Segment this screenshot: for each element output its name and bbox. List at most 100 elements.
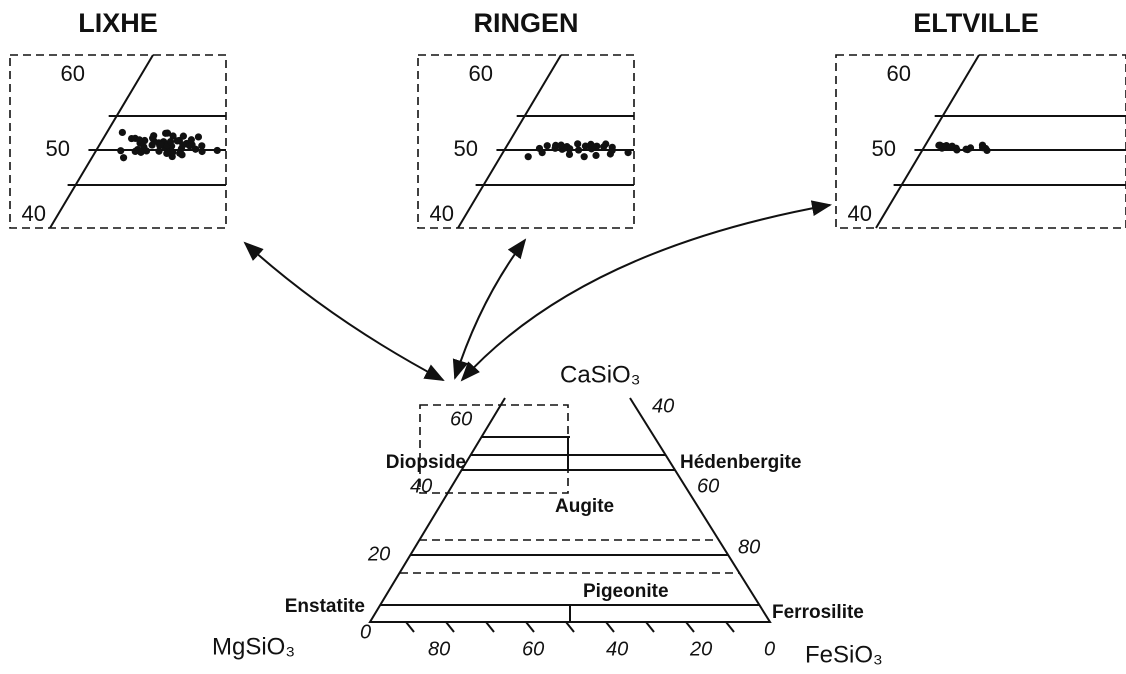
- inset-tick-label: 50: [454, 136, 478, 161]
- point-dot: [946, 143, 955, 151]
- point-dot: [163, 129, 172, 137]
- point-dot: [580, 153, 588, 161]
- inset-box: [417, 54, 635, 229]
- inset-axis: [457, 54, 562, 229]
- inset-tick-label: 60: [61, 61, 85, 86]
- point-dot: [538, 148, 546, 157]
- inset-tick-label: 50: [46, 136, 70, 161]
- tick-label: 60: [697, 475, 719, 497]
- field-label: Enstatite: [285, 596, 365, 617]
- point-dot: [179, 132, 187, 140]
- point-dot: [179, 141, 187, 149]
- arrow: [460, 200, 832, 382]
- corner-label: MgSiO₃: [212, 633, 295, 660]
- point-dot: [524, 153, 532, 161]
- arrow: [243, 241, 445, 381]
- point-dot: [118, 128, 126, 137]
- inset-box: [835, 54, 1126, 229]
- point-dot: [135, 136, 144, 144]
- point-dot: [142, 147, 151, 155]
- tick-mark: [405, 621, 415, 633]
- point-dot: [119, 154, 128, 162]
- inset-tick-label: 60: [469, 61, 493, 86]
- tick-label: 0: [360, 621, 371, 643]
- tick-mark: [645, 621, 655, 633]
- point-dot: [169, 132, 177, 140]
- tick-label: 60: [450, 408, 472, 430]
- inset-title: LIXHE: [78, 8, 158, 38]
- point-dot: [150, 132, 158, 140]
- point-dot: [194, 133, 203, 141]
- field-label: Hédenbergite: [680, 452, 801, 473]
- point-dot: [198, 142, 206, 150]
- tick-label: 0: [764, 638, 775, 660]
- arrow: [452, 238, 527, 380]
- tick-mark: [605, 621, 615, 633]
- field-label: Pigeonite: [583, 581, 669, 602]
- tick-label: 60: [522, 638, 544, 660]
- point-dot: [187, 136, 195, 144]
- point-dot: [964, 146, 972, 154]
- inset-title: RINGEN: [473, 8, 578, 38]
- inset-tick-label: 40: [848, 201, 872, 226]
- point-dot: [551, 144, 559, 152]
- point-dot: [592, 151, 600, 160]
- point-dot: [166, 138, 175, 146]
- point-dot: [566, 145, 574, 153]
- point-dot: [198, 147, 206, 156]
- point-dot: [117, 147, 125, 155]
- point-dot: [137, 148, 145, 156]
- tick-label: 40: [652, 395, 674, 417]
- inset-box: [9, 54, 227, 229]
- point-dot: [608, 146, 616, 155]
- point-dot: [557, 141, 565, 149]
- inset-tick-label: 40: [22, 201, 46, 226]
- tick-mark: [485, 621, 495, 633]
- point-dot: [624, 149, 632, 157]
- inset-axis: [875, 54, 980, 229]
- inset: RINGEN 60 50 40: [417, 8, 635, 229]
- point-dot: [191, 145, 200, 153]
- point-dot: [574, 140, 582, 148]
- inset: LIXHE 60 50 40: [9, 8, 227, 229]
- zoom-box: [419, 404, 569, 494]
- point-dot: [148, 141, 156, 149]
- point-dot: [543, 142, 551, 150]
- field-lines: [380, 436, 759, 622]
- point-dot: [600, 143, 608, 151]
- corner-label: FeSiO₃: [805, 641, 883, 668]
- tick-label: 20: [367, 543, 390, 565]
- field-label: Diopside: [386, 452, 466, 473]
- inset-tick-label: 40: [430, 201, 454, 226]
- field-label: Augite: [555, 496, 614, 517]
- point-dot: [581, 142, 590, 150]
- point-dot: [178, 151, 186, 159]
- point-dot: [574, 146, 583, 154]
- point-dot: [213, 146, 221, 155]
- tick-label: 40: [606, 638, 628, 660]
- point-dot: [156, 141, 165, 149]
- tick-label: 20: [689, 638, 712, 660]
- point-dot: [163, 149, 171, 158]
- tick-mark: [525, 621, 535, 633]
- point-dot: [978, 144, 987, 152]
- point-dot: [131, 147, 139, 156]
- point-dot: [565, 150, 574, 159]
- tick-label: 80: [428, 638, 450, 660]
- tick-mark: [445, 621, 455, 633]
- inset-title: ELTVILLE: [913, 8, 1039, 38]
- point-dot: [155, 147, 163, 155]
- apex-label: CaSiO₃: [560, 361, 640, 388]
- point-dot: [173, 137, 181, 145]
- tick-mark: [725, 621, 735, 633]
- tick-label: 80: [738, 536, 760, 558]
- inset-axis: [49, 54, 154, 229]
- inset-tick-label: 50: [872, 136, 896, 161]
- tick-label: 40: [410, 475, 432, 497]
- point-dot: [169, 148, 177, 157]
- point-dot: [589, 143, 597, 151]
- field-label: Ferrosilite: [772, 602, 864, 623]
- point-dot: [935, 141, 943, 149]
